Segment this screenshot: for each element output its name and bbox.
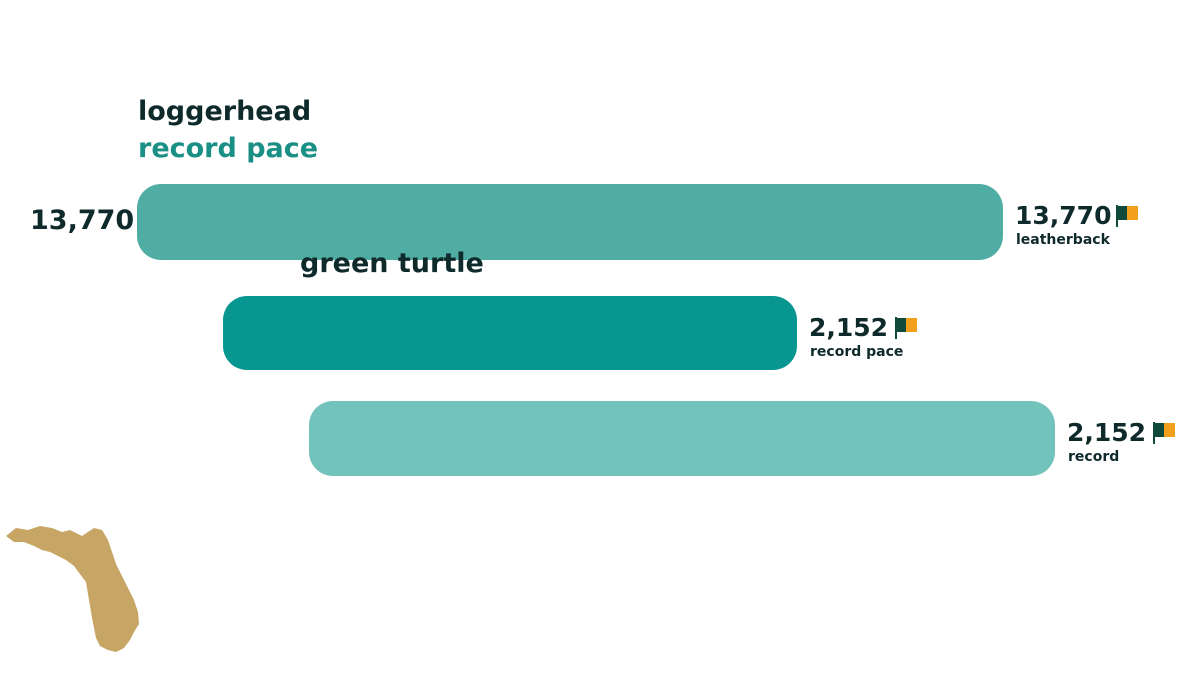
bar-1: [137, 184, 1003, 260]
chart-heading-secondary: record pace: [138, 133, 319, 164]
bar-2-value-label: 2,152: [809, 313, 889, 342]
bar-2: [223, 296, 797, 370]
chart-heading-primary: loggerhead: [138, 96, 312, 127]
bar-1-value-label: 13,770: [1015, 201, 1112, 230]
bar-3-sublabel: record: [1068, 449, 1120, 465]
bar-1-sublabel: leatherback: [1016, 232, 1110, 248]
bar-3: [309, 401, 1055, 476]
bar-3-value-label: 2,152: [1067, 418, 1147, 447]
flag-icon: [1153, 422, 1175, 444]
flag-icon: [895, 317, 917, 339]
bar-2-sublabel: record pace: [810, 344, 904, 360]
flag-icon: [1116, 205, 1138, 227]
left-value-label: 13,770: [30, 205, 135, 236]
bar-1-label: green turtle: [300, 248, 484, 279]
florida-map-icon: [6, 526, 139, 652]
